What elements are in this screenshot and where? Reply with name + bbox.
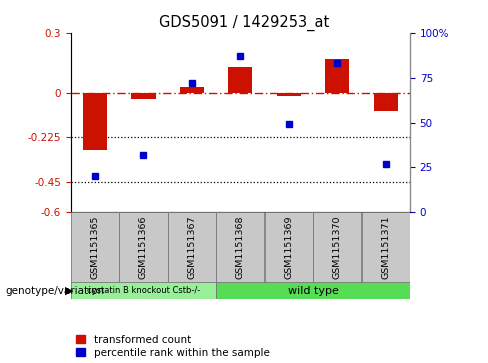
Text: genotype/variation: genotype/variation	[5, 286, 104, 296]
Bar	[168, 212, 216, 283]
Bar	[83, 93, 107, 151]
Bar	[216, 212, 264, 283]
Text: cystatin B knockout Cstb-/-: cystatin B knockout Cstb-/-	[87, 286, 200, 295]
Bar	[131, 93, 156, 99]
Text: GSM1151365: GSM1151365	[90, 215, 100, 279]
Legend: transformed count, percentile rank within the sample: transformed count, percentile rank withi…	[76, 335, 269, 358]
Bar	[362, 212, 410, 283]
Text: GSM1151368: GSM1151368	[236, 215, 245, 279]
Text: wild type: wild type	[287, 286, 339, 296]
Bar	[216, 282, 410, 299]
Text: GSM1151369: GSM1151369	[285, 215, 293, 279]
Bar	[71, 282, 216, 299]
Bar	[228, 67, 252, 93]
Bar	[325, 59, 349, 93]
Text: GSM1151371: GSM1151371	[381, 215, 390, 279]
Bar	[313, 212, 362, 283]
Text: GDS5091 / 1429253_at: GDS5091 / 1429253_at	[159, 15, 329, 31]
Bar	[119, 212, 167, 283]
Text: ▶: ▶	[65, 286, 73, 296]
Text: GSM1151370: GSM1151370	[333, 215, 342, 279]
Bar	[277, 93, 301, 95]
Bar	[71, 212, 119, 283]
Text: GSM1151367: GSM1151367	[187, 215, 196, 279]
Bar	[180, 87, 204, 93]
Bar	[264, 212, 313, 283]
Text: GSM1151366: GSM1151366	[139, 215, 148, 279]
Bar	[374, 93, 398, 111]
